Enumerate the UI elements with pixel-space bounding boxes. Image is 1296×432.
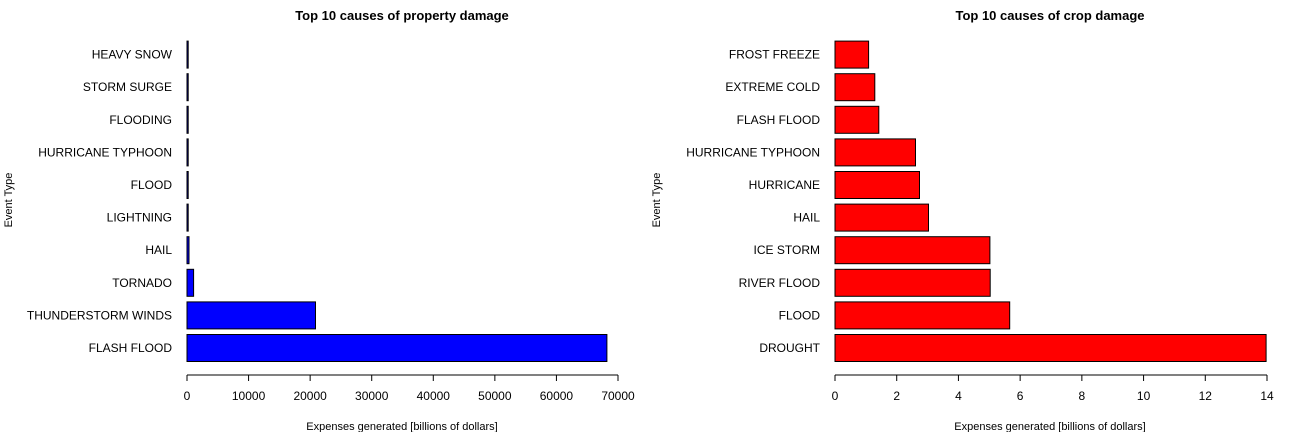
bar — [186, 268, 195, 297]
bar — [834, 334, 1267, 362]
x-tick-label: 2 — [893, 389, 900, 403]
bar — [186, 73, 189, 102]
x-tick-label: 30000 — [355, 389, 389, 403]
chart-title: Top 10 causes of property damage — [295, 8, 509, 23]
x-axis-label: Expenses generated [billions of dollars] — [306, 421, 497, 432]
category-label: HEAVY SNOW — [92, 48, 173, 62]
bar — [834, 236, 991, 265]
category-label: THUNDERSTORM WINDS — [27, 308, 172, 322]
chart-title: Top 10 causes of crop damage — [955, 8, 1144, 23]
x-axis-label: Expenses generated [billions of dollars] — [954, 421, 1145, 432]
x-tick-label: 50000 — [478, 389, 512, 403]
x-tick-label: 60000 — [540, 389, 574, 403]
crop-damage-chart: Top 10 causes of crop damage Expenses ge… — [651, 8, 1274, 432]
x-tick-label: 4 — [955, 389, 962, 403]
category-label: FROST FREEZE — [729, 48, 820, 62]
category-label: EXTREME COLD — [725, 80, 820, 94]
x-tick-label: 70000 — [601, 389, 635, 403]
category-label: ICE STORM — [754, 243, 820, 257]
bar — [834, 138, 916, 167]
x-tick-label: 14 — [1260, 389, 1274, 403]
bar — [186, 40, 189, 69]
category-label: HURRICANE TYPHOON — [38, 145, 172, 159]
x-tick-label: 8 — [1079, 389, 1086, 403]
bar — [186, 203, 189, 232]
x-tick-label: 10000 — [232, 389, 266, 403]
bar — [186, 301, 316, 330]
bar — [186, 236, 190, 265]
category-label: FLASH FLOOD — [737, 113, 821, 127]
x-tick-label: 10 — [1137, 389, 1151, 403]
category-label: HAIL — [145, 243, 172, 257]
bar — [834, 105, 880, 134]
bar — [834, 301, 1011, 330]
bar — [834, 171, 920, 199]
category-label: DROUGHT — [759, 341, 820, 355]
category-label: FLOODING — [109, 113, 172, 127]
category-label: STORM SURGE — [83, 80, 172, 94]
y-axis-label: Event Type — [651, 173, 663, 228]
category-label: LIGHTNING — [107, 211, 172, 225]
x-tick-label: 12 — [1199, 389, 1213, 403]
category-label: HAIL — [793, 211, 820, 225]
x-tick-label: 40000 — [417, 389, 451, 403]
category-label: HURRICANE TYPHOON — [686, 145, 820, 159]
category-label: FLASH FLOOD — [89, 341, 173, 355]
category-label: TORNADO — [112, 276, 172, 290]
bar — [834, 268, 991, 297]
category-label: RIVER FLOOD — [739, 276, 821, 290]
x-tick-label: 0 — [832, 389, 839, 403]
bar — [834, 203, 929, 232]
x-tick-label: 6 — [1017, 389, 1024, 403]
x-tick-label: 20000 — [293, 389, 327, 403]
bar — [186, 171, 189, 199]
bar — [186, 138, 189, 167]
bar — [186, 105, 189, 134]
bar — [834, 73, 876, 102]
x-tick-label: 0 — [184, 389, 191, 403]
y-axis-label: Event Type — [3, 173, 15, 228]
category-label: FLOOD — [131, 178, 173, 192]
category-label: HURRICANE — [749, 178, 820, 192]
bar — [186, 334, 608, 362]
category-label: FLOOD — [779, 308, 821, 322]
property-damage-chart: Top 10 causes of property damage Expense… — [3, 8, 635, 432]
bar — [834, 40, 870, 69]
